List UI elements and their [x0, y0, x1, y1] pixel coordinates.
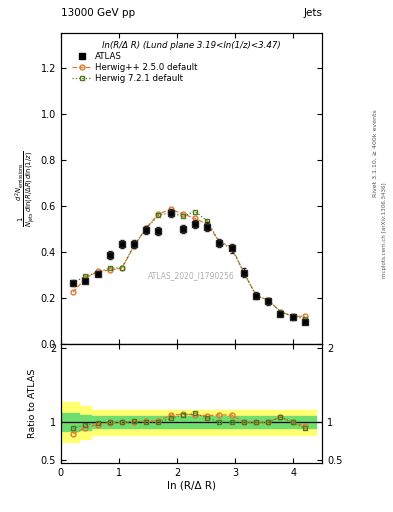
Text: Rivet 3.1.10, ≥ 400k events: Rivet 3.1.10, ≥ 400k events [373, 110, 378, 198]
Text: Jets: Jets [303, 8, 322, 18]
Text: ln(R/Δ R) (Lund plane 3.19<ln(1/z)<3.47): ln(R/Δ R) (Lund plane 3.19<ln(1/z)<3.47) [102, 41, 281, 50]
Text: ATLAS_2020_I1790256: ATLAS_2020_I1790256 [148, 271, 235, 280]
X-axis label: ln (R/Δ R): ln (R/Δ R) [167, 481, 216, 491]
Text: 13000 GeV pp: 13000 GeV pp [61, 8, 135, 18]
Y-axis label: Ratio to ATLAS: Ratio to ATLAS [28, 369, 37, 438]
Legend: ATLAS, Herwig++ 2.5.0 default, Herwig 7.2.1 default: ATLAS, Herwig++ 2.5.0 default, Herwig 7.… [70, 50, 199, 85]
Y-axis label: $\frac{1}{N_{\rm jets}}\frac{d^2 N_{\rm emissions}}{d\ln(R/\Delta R)\,d\ln(1/z)}: $\frac{1}{N_{\rm jets}}\frac{d^2 N_{\rm … [13, 150, 37, 227]
Text: mcplots.cern.ch [arXiv:1306.3436]: mcplots.cern.ch [arXiv:1306.3436] [382, 183, 387, 278]
